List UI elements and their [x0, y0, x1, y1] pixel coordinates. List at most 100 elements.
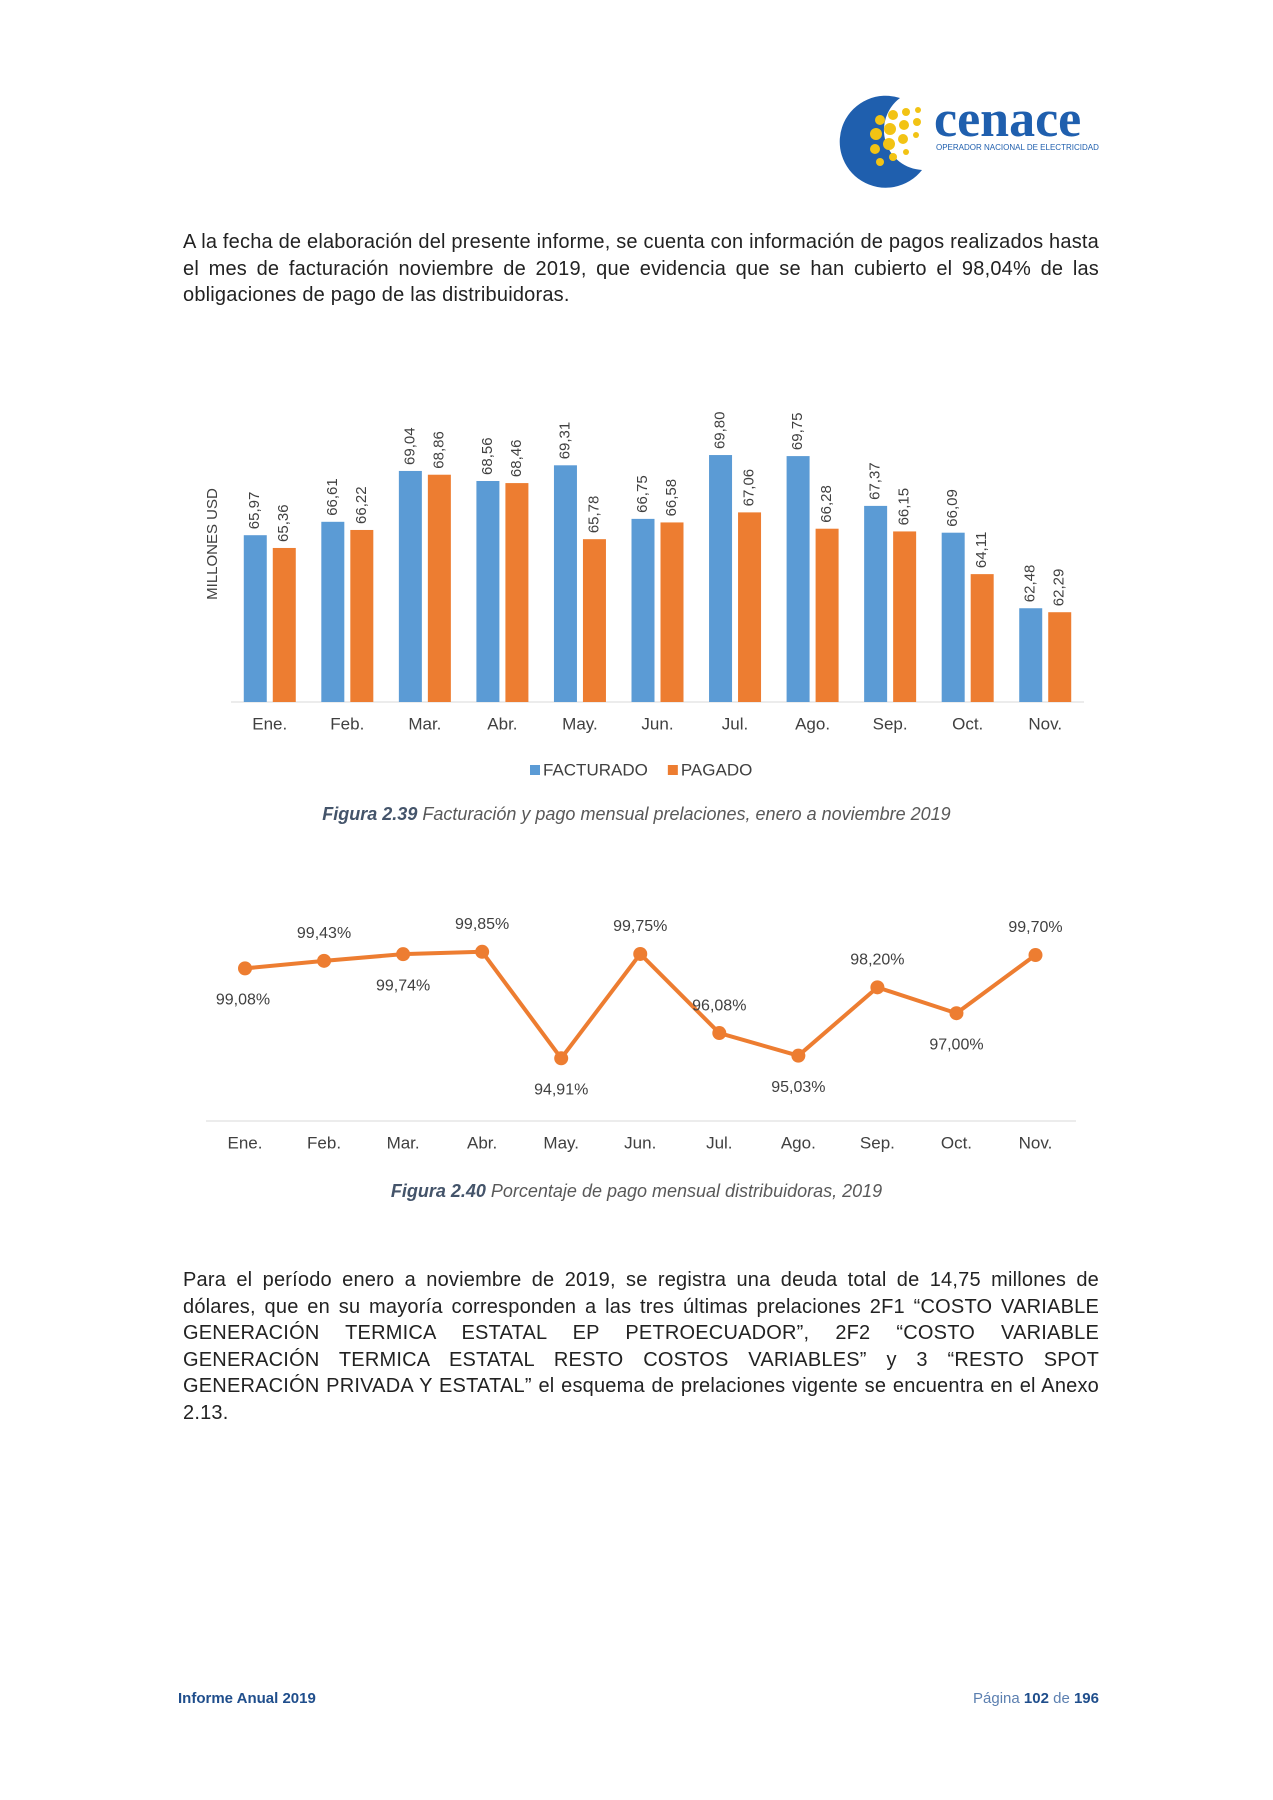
x-tick-label: Sep. — [873, 714, 908, 733]
logo-name: cenace — [934, 91, 1081, 148]
data-label: 66,22 — [353, 486, 370, 524]
figure-caption: Figura 2.40 Porcentaje de pago mensual d… — [0, 1181, 1273, 1202]
page-number: 102 — [1023, 1690, 1049, 1707]
point — [712, 1026, 727, 1041]
bar — [941, 532, 965, 702]
data-label: 99,70% — [1008, 919, 1062, 936]
data-label: 96,08% — [692, 997, 746, 1014]
logo-arc — [839, 95, 922, 188]
legend-label: FACTURADO — [543, 760, 648, 779]
bar — [660, 522, 684, 702]
data-label: 65,97 — [246, 492, 263, 530]
data-label: 65,36 — [275, 504, 292, 542]
bar — [970, 574, 994, 702]
x-tick-label: Oct. — [952, 714, 983, 733]
data-label: 66,15 — [896, 488, 913, 526]
legend-swatch — [667, 765, 678, 775]
footer-title: Informe Anual 2019 — [178, 1690, 316, 1707]
x-tick-label: Jul. — [722, 714, 748, 733]
bar — [272, 547, 296, 702]
caption-text: Porcentaje de pago mensual distribuidora… — [490, 1181, 883, 1201]
x-tick-label: Nov. — [1028, 714, 1062, 733]
data-label: 69,31 — [556, 422, 573, 460]
x-tick-label: Ene. — [228, 1133, 263, 1152]
point — [949, 1006, 964, 1021]
bar — [786, 456, 810, 702]
x-tick-label: Jul. — [706, 1133, 732, 1152]
figure-caption: Figura 2.39 Facturación y pago mensual p… — [0, 804, 1273, 825]
x-tick-label: Sep. — [860, 1133, 895, 1152]
data-label: 65,78 — [585, 496, 602, 534]
point — [554, 1051, 569, 1066]
data-label: 99,85% — [455, 916, 509, 933]
x-tick-label: Feb. — [330, 714, 364, 733]
data-label: 68,86 — [430, 431, 447, 469]
data-label: 99,74% — [376, 977, 430, 994]
bar — [427, 474, 451, 702]
caption-text: Facturación y pago mensual prelaciones, … — [422, 804, 951, 824]
data-label: 68,56 — [479, 437, 496, 475]
data-label: 66,61 — [324, 478, 341, 516]
point — [1028, 948, 1043, 963]
bar — [553, 465, 577, 702]
x-tick-label: Ago. — [795, 714, 830, 733]
data-label: 95,03% — [771, 1079, 825, 1096]
paragraph: A la fecha de elaboración del presente i… — [183, 231, 1099, 306]
point — [238, 961, 252, 976]
data-label: 64,11 — [973, 532, 990, 568]
data-label: 66,28 — [818, 485, 835, 523]
data-label: 69,04 — [401, 427, 418, 465]
data-label: 66,58 — [663, 479, 680, 517]
x-tick-label: May. — [543, 1133, 579, 1152]
x-tick-label: Ago. — [781, 1133, 816, 1152]
data-label: 69,80 — [712, 411, 729, 449]
x-tick-label: Abr. — [467, 1133, 497, 1152]
x-tick-label: May. — [562, 714, 598, 733]
bar — [398, 470, 422, 702]
bar — [243, 535, 267, 702]
data-label: 98,20% — [850, 952, 904, 969]
data-label: 66,09 — [944, 489, 961, 527]
bar — [476, 480, 500, 702]
bar — [1048, 612, 1072, 702]
point — [317, 953, 332, 968]
legend-label: PAGADO — [681, 760, 752, 779]
data-label: 67,37 — [867, 462, 884, 500]
x-tick-label: Ene. — [252, 714, 287, 733]
data-label: 94,91% — [534, 1081, 588, 1098]
data-label: 66,75 — [634, 475, 651, 513]
bar — [893, 531, 917, 702]
logo-subtitle: OPERADOR NACIONAL DE ELECTRICIDAD — [936, 143, 1099, 152]
page-total: 196 — [1073, 1690, 1099, 1707]
x-tick-label: Mar. — [387, 1133, 420, 1152]
point — [475, 944, 490, 959]
bar — [738, 512, 762, 702]
x-tick-label: Mar. — [408, 714, 441, 733]
bar — [505, 483, 529, 702]
point — [396, 947, 411, 962]
of-word: de — [1053, 1690, 1070, 1707]
legend-swatch — [530, 765, 540, 775]
x-tick-label: Nov. — [1019, 1133, 1053, 1152]
data-label: 62,29 — [1051, 569, 1068, 607]
point — [870, 980, 885, 995]
caption-number: Figura 2.39 — [322, 804, 418, 824]
data-label: 99,75% — [613, 918, 667, 935]
x-tick-label: Abr. — [487, 714, 517, 733]
data-label: 62,48 — [1022, 565, 1039, 603]
bar — [864, 505, 888, 702]
data-label: 99,43% — [297, 925, 351, 942]
bar — [350, 529, 374, 702]
data-label: 99,08% — [216, 992, 270, 1009]
bar — [1019, 608, 1043, 702]
logo-dots — [870, 107, 921, 166]
logo: cenace OPERADOR NACIONAL DE ELECTRICIDAD — [839, 91, 1099, 188]
bar — [582, 539, 606, 702]
x-tick-label: Jun. — [641, 714, 673, 733]
data-label: 97,00% — [929, 1036, 983, 1053]
caption-number: Figura 2.40 — [390, 1181, 486, 1201]
bar — [321, 521, 345, 702]
x-tick-label: Feb. — [307, 1133, 341, 1152]
